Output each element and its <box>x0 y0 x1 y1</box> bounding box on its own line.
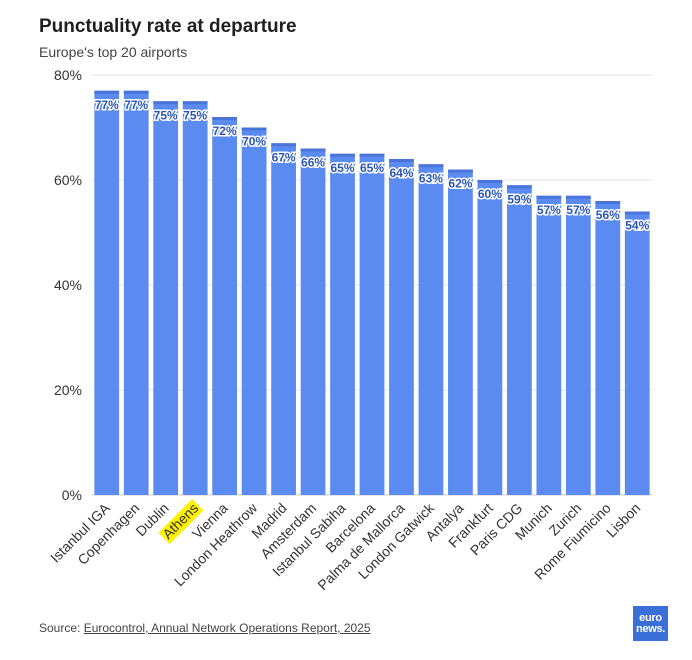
bar-value-label: 75% <box>154 108 178 122</box>
bar-value-label: 70% <box>242 135 266 149</box>
bar-top-edge <box>212 117 238 120</box>
bar <box>271 143 296 495</box>
y-tick-label: 20% <box>54 382 82 398</box>
bar <box>477 180 503 495</box>
y-tick-label: 80% <box>54 67 82 83</box>
bar-top-edge <box>477 180 503 183</box>
bar <box>595 201 621 495</box>
bar-top-edge <box>330 153 355 157</box>
bar-top-edge <box>624 211 650 215</box>
bar-value-label: 77% <box>95 98 119 112</box>
bar-top-edge <box>565 195 591 199</box>
bar-value-label: 67% <box>272 150 296 164</box>
bar-top-edge <box>182 101 208 105</box>
source-link[interactable]: Eurocontrol, Annual Network Operations R… <box>83 621 371 635</box>
bar <box>241 127 267 495</box>
bar-value-label: 57% <box>566 203 590 217</box>
bar-value-label: 64% <box>389 166 413 180</box>
bar <box>418 164 444 495</box>
y-tick-label: 40% <box>54 277 82 293</box>
bar <box>94 90 120 495</box>
euronews-logo: euro news. <box>633 606 668 641</box>
bar-value-label: 59% <box>507 192 531 206</box>
chart-title: Punctuality rate at departure <box>39 16 297 37</box>
bar-top-edge <box>506 185 532 189</box>
bar-top-edge <box>94 90 120 94</box>
source-note: Source: Eurocontrol, Annual Network Oper… <box>39 621 371 635</box>
bar-top-edge <box>536 195 562 199</box>
bar-value-label: 77% <box>124 98 148 112</box>
y-tick-label: 60% <box>54 172 82 188</box>
bar-chart: 0%20%40%60%80%77%Istanbul IGA77%Copenhag… <box>47 67 652 593</box>
y-tick-label: 0% <box>62 487 82 503</box>
bar <box>536 195 562 495</box>
bar-value-label: 72% <box>213 124 237 138</box>
bar-value-label: 75% <box>183 108 207 122</box>
bar <box>624 211 650 495</box>
bar-value-label: 54% <box>625 219 649 233</box>
bar <box>359 153 385 495</box>
bar <box>448 169 473 495</box>
bar <box>506 185 532 495</box>
bar <box>153 101 179 495</box>
bar-top-edge <box>418 164 444 168</box>
x-tick-label: Lisbon <box>603 500 643 540</box>
bar-top-edge <box>300 148 326 152</box>
bar-value-label: 65% <box>360 161 384 175</box>
bar <box>330 153 355 495</box>
bar-value-label: 62% <box>448 177 472 191</box>
bar-value-label: 66% <box>301 156 325 170</box>
bar-top-edge <box>595 201 621 204</box>
bar-top-edge <box>123 90 149 94</box>
bar-top-edge <box>448 169 473 173</box>
bar <box>565 195 591 495</box>
bar <box>123 90 149 495</box>
bar-value-label: 63% <box>419 171 443 185</box>
bar-top-edge <box>389 159 414 162</box>
bar-value-label: 56% <box>596 208 620 222</box>
logo-line-1: euro <box>639 611 662 624</box>
chart-subtitle: Europe's top 20 airports <box>39 44 188 60</box>
logo-line-2: news. <box>635 622 666 635</box>
bar <box>300 148 326 495</box>
bar-top-edge <box>241 127 267 131</box>
bar <box>212 117 238 495</box>
bar-value-label: 57% <box>537 203 561 217</box>
bar <box>389 159 414 495</box>
source-label: Source: <box>39 621 81 635</box>
bar <box>182 101 208 495</box>
bar-top-edge <box>153 101 179 105</box>
bar-value-label: 65% <box>331 161 355 175</box>
category-highlight <box>158 499 204 545</box>
bar-top-edge <box>271 143 296 147</box>
bar-top-edge <box>359 153 385 157</box>
bar-value-label: 60% <box>478 187 502 201</box>
